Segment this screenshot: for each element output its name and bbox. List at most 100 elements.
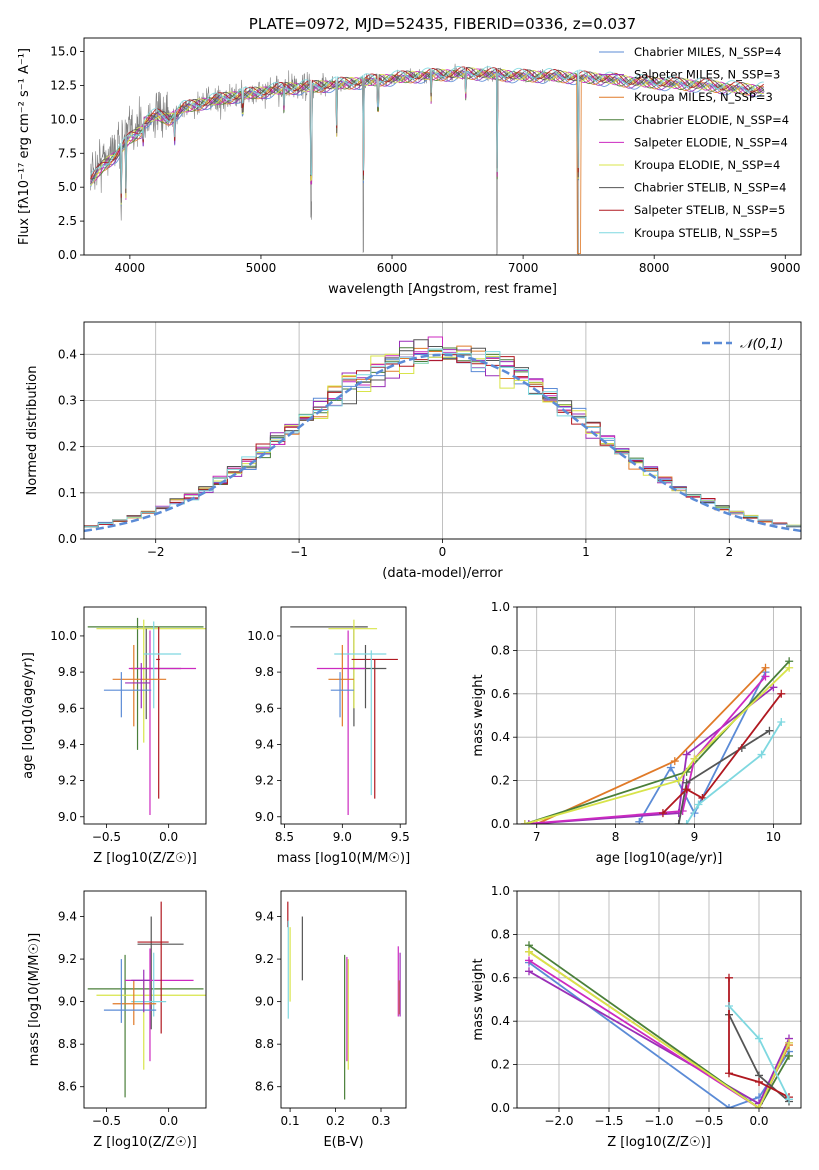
series-marker-6: [674, 820, 683, 824]
panel-mass-weight-vs-age: 7 8 9 10 0.0 0.2 0.4 0.6 0.8 1.0 age [log10(age/yr…: [471, 600, 802, 866]
y-tick-label: 7.5: [58, 146, 77, 160]
y-tick-label: 9.2: [255, 952, 274, 966]
y-axis-label: mass weight: [471, 674, 486, 756]
series-line-7: [728, 977, 790, 1099]
series-marker-8: [777, 718, 786, 727]
x-tick-label: 7: [533, 830, 541, 844]
series-marker-5: [690, 754, 699, 763]
plot-area: [287, 901, 401, 1100]
panel-residuals: −2 −1 0 1 2 0.0 0.1 0.2 0.3 0.4 (data-model)/error…: [25, 321, 802, 581]
series-marker-7: [777, 689, 786, 698]
y-tick-label: 1.0: [491, 884, 510, 898]
y-tick-label: 9.6: [58, 701, 77, 715]
panel-mass-vs-Z: −0.5 0.0 8.6 8.8 9.0 9.2 9.4 Z [log10(Z/Z☉)] mas…: [27, 890, 207, 1150]
y-tick-label: 9.4: [58, 910, 77, 924]
y-tick-label: 0.2: [491, 774, 510, 788]
series-marker-5: [755, 1104, 763, 1108]
x-tick-label: 7000: [508, 261, 539, 275]
series-marker-7: [725, 1069, 733, 1078]
axes-frame: [83, 890, 207, 1109]
series-marker-8: [757, 750, 766, 759]
y-tick-label: 9.0: [58, 995, 77, 1009]
panel-mass-weight-vs-Z: −2.0 −1.5 −1.0 −0.5 0.0 0.0 0.2 0.4 0.6 0.8 1.0 Z […: [471, 884, 802, 1150]
x-axis-label: Z [log10(Z/Z☉)]: [93, 1135, 197, 1150]
series-line-5: [528, 951, 790, 1108]
series-marker-0: [666, 763, 675, 772]
plot-area: [87, 901, 206, 1098]
y-tick-label: 12.5: [50, 78, 77, 92]
series-line-7: [662, 693, 783, 814]
series-marker-3: [785, 1051, 793, 1060]
y-tick-label: 10.0: [247, 629, 274, 643]
series-marker-5: [785, 663, 794, 672]
y-tick-label: 0.1: [58, 486, 77, 500]
legend-label-2: Kroupa MILES, N_SSP=3: [634, 90, 773, 104]
series-marker-7: [755, 1077, 763, 1086]
y-tick-label: 8.8: [58, 1037, 77, 1051]
y-tick-label: 0.0: [491, 817, 510, 831]
x-tick-label: 0.0: [159, 1114, 178, 1128]
x-tick-label: 0.0: [159, 830, 178, 844]
series-line-1: [528, 686, 774, 824]
series-marker-4: [525, 956, 533, 965]
axes-frame: [280, 890, 407, 1109]
y-axis-label: mass weight: [471, 958, 486, 1040]
y-tick-label: 2.5: [58, 214, 77, 228]
y-tick-label: 8.6: [255, 1080, 274, 1094]
series-line-3: [528, 944, 790, 1108]
y-tick-label: 15.0: [50, 45, 77, 59]
x-tick-label: 0: [439, 545, 447, 559]
plot-area: [520, 657, 794, 824]
axes-frame: [280, 606, 407, 825]
hist-red: [84, 354, 801, 527]
x-tick-label: 0.3: [371, 1114, 390, 1128]
series-marker-2: [670, 757, 679, 766]
legend-label-4: Salpeter ELODIE, N_SSP=4: [634, 135, 788, 149]
axes-frame: [83, 321, 802, 540]
legend-label-0: Chabrier MILES, N_SSP=4: [634, 45, 781, 59]
y-tick-label: 0.0: [58, 532, 77, 546]
y-tick-label: 0.3: [58, 393, 77, 407]
plot-area: [90, 63, 765, 255]
series-marker-1: [524, 820, 533, 824]
y-tick-label: 9.8: [255, 665, 274, 679]
x-tick-label: 8000: [639, 261, 670, 275]
x-tick-label: −0.5: [92, 830, 121, 844]
legend-label-5: Kroupa ELODIE, N_SSP=4: [634, 158, 780, 172]
series-marker-8: [694, 800, 703, 809]
x-tick-label: 9: [691, 830, 699, 844]
x-axis-label: mass [log10(M/M☉)]: [277, 851, 410, 866]
x-tick-label: 1: [582, 545, 590, 559]
y-tick-label: 0.4: [58, 347, 77, 361]
y-tick-label: 0.4: [491, 730, 510, 744]
plot-area: [87, 617, 206, 815]
y-tick-label: 8.6: [58, 1080, 77, 1094]
y-tick-label: 9.0: [255, 995, 274, 1009]
plot-area: [525, 941, 793, 1108]
axes-frame: [83, 37, 802, 256]
y-tick-label: 0.6: [491, 971, 510, 985]
series-marker-1: [525, 967, 533, 976]
legend-label-6: Chabrier STELIB, N_SSP=4: [634, 181, 786, 195]
x-tick-label: 2: [725, 545, 733, 559]
x-tick-label: −0.5: [92, 1114, 121, 1128]
series-marker-5: [525, 947, 533, 956]
series-marker-1: [682, 750, 691, 759]
x-axis-label: E(B-V): [323, 1135, 363, 1150]
x-tick-label: 0.1: [281, 1114, 300, 1128]
series-line-4: [524, 675, 767, 824]
y-tick-label: 10.0: [50, 629, 77, 643]
y-tick-label: 9.2: [58, 952, 77, 966]
x-tick-label: −1: [290, 545, 308, 559]
series-marker-8: [785, 1095, 793, 1104]
y-axis-label: age [log10(age/yr)]: [21, 652, 36, 779]
series-marker-8: [725, 1002, 733, 1011]
x-tick-label: 0.2: [326, 1114, 345, 1128]
y-tick-label: 9.6: [255, 701, 274, 715]
y-tick-label: 0.6: [491, 687, 510, 701]
series-marker-5: [520, 820, 529, 824]
x-tick-label: −1.0: [644, 1114, 673, 1128]
x-tick-label: −2.0: [544, 1114, 573, 1128]
y-tick-label: 9.2: [255, 774, 274, 788]
y-tick-label: 9.4: [255, 910, 274, 924]
